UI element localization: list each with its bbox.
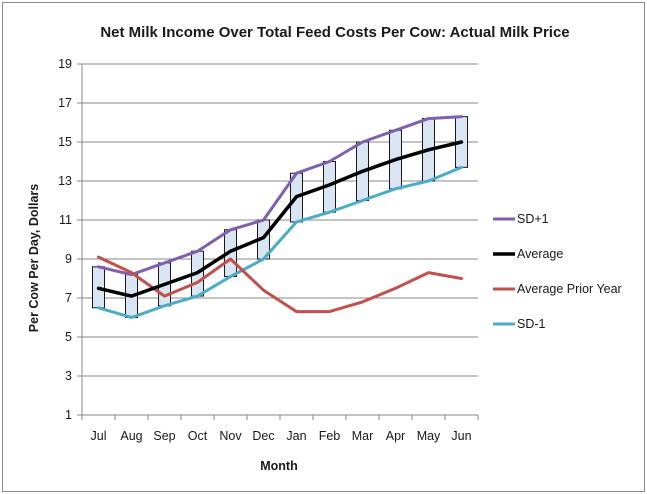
series-line-sd-1: [97, 115, 463, 277]
series-line-sd-1: [97, 165, 463, 319]
y-tick-label: 5: [65, 330, 72, 344]
x-tick-label: Feb: [319, 429, 341, 443]
y-tick-label: 15: [58, 135, 72, 149]
legend-label: Average Prior Year: [517, 282, 622, 296]
axes: [81, 64, 478, 416]
x-tick-label: Sep: [153, 429, 175, 443]
x-tick-label: Jan: [286, 429, 306, 443]
y-tick-label: 1: [65, 408, 72, 422]
legend-label: SD+1: [517, 212, 549, 226]
y-tick-label: 3: [65, 369, 72, 383]
x-tick-label: Dec: [252, 429, 274, 443]
x-tick-label: Oct: [188, 429, 208, 443]
legend: SD+1 Average Average Prior Year SD-1: [493, 212, 622, 331]
y-tick-label: 9: [65, 252, 72, 266]
y-axis-label: Per Cow Per Day, Dollars: [27, 184, 41, 332]
x-tick-label: Nov: [219, 429, 242, 443]
x-tick-label: Jun: [451, 429, 471, 443]
series-line-average-prior-year: [97, 255, 463, 314]
x-tick-labels: Jul Aug Sep Oct Nov Dec Jan Feb Mar Apr May Jun: [91, 429, 472, 443]
x-tick-label: Jul: [91, 429, 107, 443]
y-tick-label: 19: [58, 57, 72, 71]
x-tick-label: Aug: [120, 429, 142, 443]
chart-title: Net Milk Income Over Total Feed Costs Pe…: [100, 24, 569, 41]
series-lines: [96, 115, 464, 319]
legend-label: SD-1: [517, 317, 546, 331]
y-tick-label: 17: [58, 96, 72, 110]
legend-label: Average: [517, 247, 563, 261]
y-tick-label: 11: [59, 213, 72, 227]
y-tick-label: 7: [65, 291, 72, 305]
x-tick-label: Mar: [352, 429, 374, 443]
x-tick-label: May: [417, 429, 441, 443]
x-tick-label: Apr: [386, 429, 405, 443]
y-tick-label: 13: [58, 174, 72, 188]
x-axis-label: Month: [260, 459, 297, 473]
series-line-average: [96, 140, 464, 298]
